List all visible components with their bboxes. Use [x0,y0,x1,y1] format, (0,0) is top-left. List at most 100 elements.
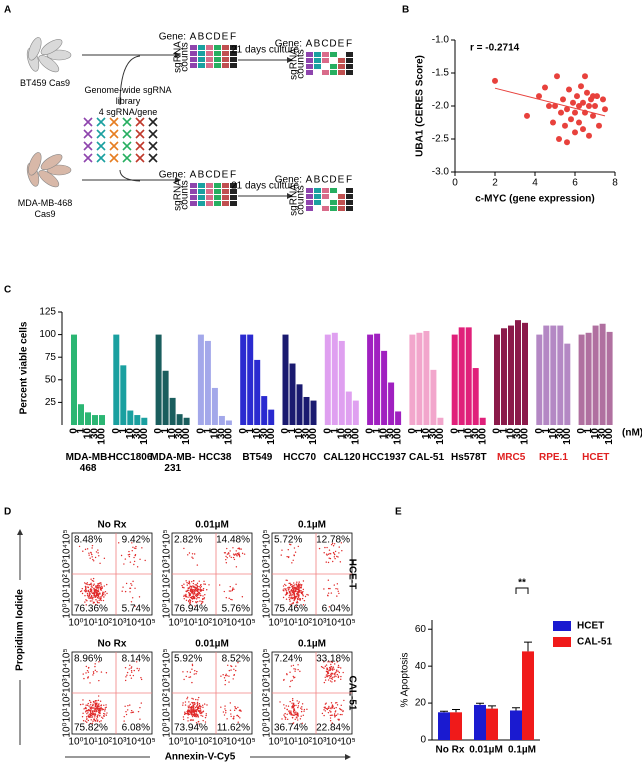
event-dot [330,672,332,675]
event-dot [237,721,239,723]
count-cell [314,188,321,193]
event-dot [337,666,339,668]
event-dot [288,588,290,590]
event-dot [293,593,296,596]
x-tick-label: 10¹ [83,737,98,748]
event-dot [123,563,125,565]
bar [543,325,550,425]
count-cell [346,206,353,211]
event-dot [81,716,84,718]
event-dot [99,710,101,713]
event-dot [93,710,96,713]
event-dot [98,586,100,589]
event-dot [92,672,95,675]
event-dot [92,712,94,715]
event-dot [94,665,96,668]
bar [536,334,543,425]
bar [578,334,585,425]
quadrant-label: 14.48% [216,535,250,546]
event-dot [92,703,94,706]
event-dot [86,600,88,602]
quadrant-label: 33.18% [316,654,350,665]
concentration-label: 0 [365,428,376,434]
event-dot [333,714,336,716]
event-dot [296,715,299,717]
event-dot [91,556,93,558]
event-dot [331,722,333,724]
concentration-label: 100 [139,428,150,445]
event-dot [87,676,90,678]
event-dot [224,683,226,686]
event-dot [124,705,126,707]
event-dot [232,547,234,549]
annotation: r = -0.2714 [470,43,520,54]
event-dot [191,553,194,555]
event-dot [85,599,87,601]
event-dot [194,703,196,705]
schematic-arrows [82,52,293,199]
event-dot [297,592,299,594]
cell-line-label: MDA-MB-468 Cas9 [17,198,73,219]
event-dot [289,603,291,606]
event-dot [325,702,327,704]
y-tick-label: -3.0 [432,167,450,178]
event-dot [237,706,239,709]
event-dot [189,719,192,721]
event-dot [292,584,294,587]
event-dot [293,554,295,557]
event-dot [291,699,294,702]
event-dot [323,714,325,717]
concentration-label: 100 [266,428,277,445]
event-dot [98,703,100,705]
x-tick-label: 10³ [112,618,127,629]
event-dot [195,722,198,724]
event-dot [199,707,201,710]
event-dot [327,561,330,564]
event-dot [92,671,95,673]
event-dot [130,601,133,603]
concentration-label: 0 [449,428,460,434]
event-dot [291,590,294,592]
bar [99,415,105,425]
culture-label: 21 days culture [231,181,299,192]
event-dot [334,680,336,682]
legend-swatch [553,637,571,647]
count-cell [314,58,321,63]
event-dot [90,596,92,598]
concentration-label: 1 [287,428,298,434]
event-dot [240,548,242,550]
event-dot [306,593,308,596]
event-dot [84,601,86,603]
event-dot [182,704,184,706]
event-dot [83,590,86,592]
point [536,93,542,100]
concentration-label: 1 [76,428,87,434]
event-dot [293,582,295,584]
event-dot [302,593,304,596]
quadrant-label: 76.94% [174,604,208,615]
concentration-label: 0 [492,428,503,434]
event-dot [80,590,83,592]
event-dot [189,599,192,602]
event-dot [95,703,97,705]
event-dot [87,677,89,679]
y-tick-label: 40 [415,661,427,672]
event-dot [237,661,239,664]
quadrant-label: 6.04% [322,604,350,615]
event-dot [287,548,289,551]
event-dot [336,701,338,704]
concentration-label: 10 [210,428,221,440]
event-dot [85,672,87,674]
concentration-label: 30 [132,428,143,440]
event-dot [194,593,196,595]
event-dot [340,704,342,707]
count-cell [214,63,221,68]
event-dot [290,680,292,682]
bar [450,712,462,740]
event-dot [103,585,105,587]
event-dot [230,598,232,601]
event-dot [99,709,101,711]
event-dot [297,545,300,548]
gene-letter: E [222,32,229,43]
event-dot [88,593,91,595]
